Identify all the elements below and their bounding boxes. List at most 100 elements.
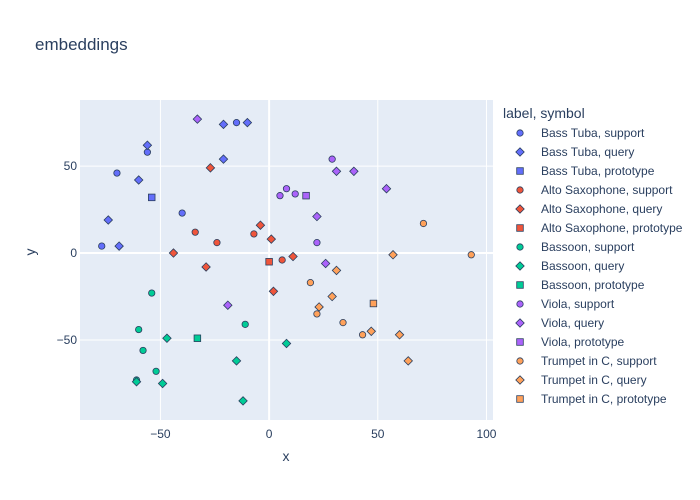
data-point bbox=[366, 326, 377, 337]
data-point bbox=[142, 140, 153, 150]
data-point bbox=[278, 256, 286, 264]
legend-marker bbox=[516, 167, 524, 175]
data-point bbox=[192, 114, 203, 124]
data-point bbox=[331, 166, 342, 177]
legend-label: Bass Tuba, prototype bbox=[541, 164, 655, 178]
data-point bbox=[388, 250, 398, 260]
data-point bbox=[223, 300, 233, 310]
legend-item[interactable]: Trumpet in C, support bbox=[516, 354, 657, 368]
data-point bbox=[331, 265, 342, 276]
data-point bbox=[201, 262, 211, 272]
legend-item[interactable]: Trumpet in C, query bbox=[515, 373, 647, 387]
legend-label: Bass Tuba, support bbox=[541, 126, 645, 140]
legend-label: Alto Saxophone, prototype bbox=[541, 221, 683, 235]
data-point bbox=[191, 228, 199, 236]
data-point bbox=[313, 239, 321, 247]
data-point bbox=[193, 334, 202, 342]
data-point bbox=[381, 183, 392, 194]
legend-label: Trumpet in C, query bbox=[541, 373, 647, 387]
legend-item[interactable]: Bassoon, query bbox=[515, 259, 625, 273]
legend-title: label, symbol bbox=[503, 105, 585, 121]
data-point bbox=[213, 239, 221, 247]
legend-marker bbox=[516, 300, 524, 308]
data-point bbox=[282, 185, 291, 193]
y-axis-title: y bbox=[22, 249, 38, 256]
legend-item[interactable]: Viola, prototype bbox=[516, 335, 625, 349]
data-point bbox=[148, 193, 156, 202]
data-point bbox=[276, 192, 284, 200]
data-point bbox=[133, 175, 144, 185]
data-point bbox=[231, 356, 242, 366]
legend-marker bbox=[516, 395, 524, 403]
legend-label: Alto Saxophone, support bbox=[541, 183, 673, 197]
legend-item[interactable]: Bass Tuba, support bbox=[516, 126, 645, 140]
data-point bbox=[131, 376, 142, 387]
legend-item[interactable]: Viola, query bbox=[515, 316, 604, 330]
legend-label: Viola, query bbox=[541, 316, 604, 330]
y-tick-label: 0 bbox=[70, 246, 77, 260]
data-point bbox=[369, 299, 378, 308]
data-point bbox=[103, 215, 114, 225]
x-axis-title: x bbox=[283, 448, 290, 464]
data-point bbox=[302, 191, 310, 200]
legend-item[interactable]: Bass Tuba, prototype bbox=[516, 164, 655, 178]
data-point bbox=[152, 367, 160, 375]
legend-item[interactable]: Alto Saxophone, prototype bbox=[516, 221, 683, 235]
data-point bbox=[327, 291, 337, 302]
legend[interactable]: Bass Tuba, support Bass Tuba, query Bass T… bbox=[515, 126, 683, 406]
data-point bbox=[403, 356, 413, 366]
legend-marker bbox=[516, 338, 524, 346]
data-point bbox=[266, 234, 277, 244]
data-point bbox=[394, 330, 405, 340]
data-point bbox=[281, 338, 292, 349]
data-point bbox=[314, 302, 324, 312]
legend-marker bbox=[515, 375, 525, 385]
legend-label: Trumpet in C, support bbox=[541, 354, 657, 368]
legend-label: Bassoon, query bbox=[541, 259, 624, 273]
chart-title: embeddings bbox=[35, 35, 128, 54]
legend-item[interactable]: Trumpet in C, prototype bbox=[516, 392, 667, 406]
data-point bbox=[139, 346, 147, 355]
data-point bbox=[312, 211, 322, 222]
legend-item[interactable]: Bass Tuba, query bbox=[515, 145, 635, 159]
data-point bbox=[306, 279, 315, 287]
data-point bbox=[114, 241, 124, 251]
data-point bbox=[288, 251, 298, 262]
x-tick-label: 50 bbox=[371, 427, 385, 441]
legend-marker bbox=[515, 318, 525, 328]
data-point bbox=[419, 219, 428, 228]
data-point bbox=[168, 248, 179, 258]
tick-labels: −50 0 50 100 −50 0 50 bbox=[57, 159, 497, 441]
data-point bbox=[320, 258, 331, 269]
legend-label: Alto Saxophone, query bbox=[541, 202, 662, 216]
data-point bbox=[148, 289, 156, 297]
legend-marker bbox=[516, 224, 524, 232]
legend-label: Bassoon, prototype bbox=[541, 278, 645, 292]
data-point bbox=[339, 319, 347, 327]
data-point bbox=[241, 320, 249, 328]
data-point bbox=[135, 325, 143, 334]
legend-item[interactable]: Bassoon, support bbox=[516, 240, 635, 254]
legend-item[interactable]: Viola, support bbox=[516, 297, 615, 311]
x-tick-label: 100 bbox=[476, 427, 496, 441]
data-point bbox=[218, 119, 229, 130]
legend-item[interactable]: Alto Saxophone, support bbox=[516, 183, 673, 197]
plot-area bbox=[80, 100, 493, 420]
x-tick-label: 0 bbox=[266, 427, 273, 441]
y-tick-label: 50 bbox=[64, 159, 78, 173]
data-point bbox=[242, 117, 253, 128]
data-point bbox=[250, 230, 258, 238]
data-point bbox=[162, 333, 172, 344]
legend-label: Bassoon, support bbox=[541, 240, 635, 254]
legend-item[interactable]: Bassoon, prototype bbox=[516, 278, 645, 292]
data-point bbox=[238, 396, 248, 406]
data-points bbox=[98, 114, 475, 406]
data-point bbox=[255, 220, 266, 230]
legend-item[interactable]: Alto Saxophone, query bbox=[515, 202, 663, 216]
legend-label: Viola, prototype bbox=[541, 335, 624, 349]
data-point bbox=[98, 242, 106, 250]
legend-marker bbox=[516, 186, 524, 194]
y-tick-label: −50 bbox=[57, 333, 78, 347]
data-point bbox=[113, 169, 121, 177]
data-point bbox=[328, 155, 336, 163]
